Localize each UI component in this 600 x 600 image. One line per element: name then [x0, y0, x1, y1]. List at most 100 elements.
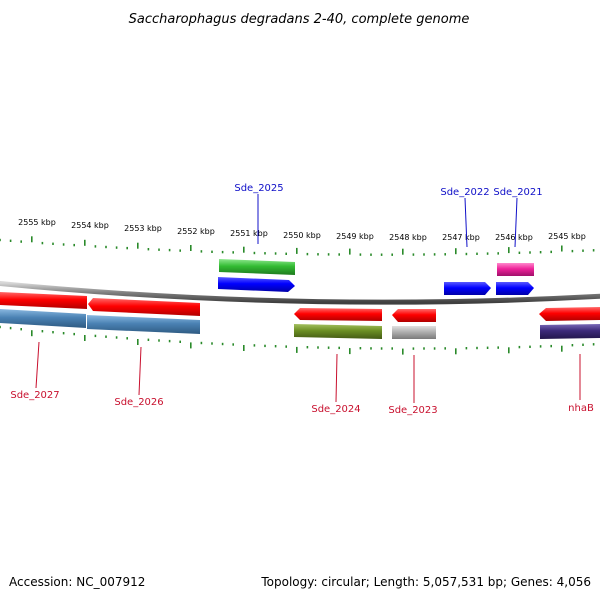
- minor-tick: [317, 253, 319, 256]
- minor-tick: [0, 325, 1, 329]
- minor-tick: [359, 253, 362, 256]
- minor-tick: [380, 347, 383, 350]
- minor-tick: [550, 250, 552, 254]
- gene-label[interactable]: Sde_2023: [388, 405, 437, 416]
- minor-tick: [179, 340, 181, 343]
- minor-tick: [285, 345, 287, 348]
- major-tick: [455, 248, 457, 255]
- feature-block-green[interactable]: [219, 259, 295, 275]
- minor-tick: [94, 334, 97, 338]
- feature-block-gray[interactable]: [392, 326, 436, 339]
- minor-tick: [62, 243, 65, 246]
- gene-Sde_2021[interactable]: [496, 282, 534, 295]
- major-tick: [84, 335, 86, 341]
- minor-tick: [158, 339, 160, 342]
- major-tick: [190, 342, 192, 349]
- minor-tick: [52, 242, 54, 245]
- minor-tick: [465, 347, 468, 350]
- minor-tick: [147, 248, 150, 251]
- minor-tick: [317, 346, 319, 349]
- minor-tick: [412, 253, 415, 256]
- minor-tick: [221, 342, 224, 346]
- minor-tick: [529, 251, 531, 254]
- major-tick: [296, 346, 298, 353]
- minor-tick: [486, 252, 489, 255]
- major-tick: [508, 347, 510, 354]
- minor-tick: [571, 249, 574, 253]
- scale-label: 2545 kbp: [548, 232, 586, 241]
- minor-tick: [41, 241, 44, 245]
- minor-tick: [274, 252, 277, 255]
- minor-tick: [338, 346, 340, 350]
- scale-label: 2548 kbp: [389, 233, 427, 242]
- gene-nhaB[interactable]: [539, 307, 600, 321]
- minor-tick: [105, 245, 107, 249]
- minor-tick: [444, 253, 446, 256]
- minor-tick: [497, 252, 499, 255]
- gene-label[interactable]: Sde_2021: [493, 187, 542, 198]
- leader-line: [464, 197, 468, 248]
- scale-label: 2549 kbp: [336, 232, 374, 241]
- gene-label[interactable]: Sde_2022: [440, 187, 489, 198]
- minor-tick: [179, 249, 181, 252]
- gene-label[interactable]: Sde_2025: [234, 183, 283, 194]
- gene-Sde_2023[interactable]: [392, 309, 436, 322]
- gene-Sde_2025[interactable]: [218, 277, 295, 292]
- minor-tick: [391, 253, 393, 256]
- gene-Sde_2022[interactable]: [444, 282, 491, 295]
- minor-tick: [571, 344, 574, 347]
- feature-block-pink[interactable]: [497, 263, 534, 276]
- minor-tick: [94, 245, 97, 248]
- scale-label: 2552 kbp: [177, 227, 215, 236]
- gene-label[interactable]: Sde_2026: [114, 397, 163, 408]
- major-tick: [243, 345, 245, 351]
- major-tick: [508, 247, 510, 254]
- major-tick: [137, 242, 139, 249]
- minor-tick: [232, 343, 234, 346]
- minor-tick: [391, 347, 393, 350]
- minor-tick: [115, 246, 118, 249]
- minor-tick: [200, 341, 203, 345]
- minor-tick: [550, 344, 552, 348]
- minor-tick: [518, 345, 521, 349]
- feature-block-steelblue[interactable]: [87, 315, 200, 334]
- minor-tick: [158, 248, 160, 251]
- minor-tick: [370, 253, 372, 256]
- leader-line: [335, 353, 338, 403]
- outer-scale-ticks: [0, 236, 595, 256]
- minor-tick: [253, 251, 256, 255]
- major-tick: [84, 239, 86, 246]
- minor-tick: [412, 347, 415, 350]
- minor-tick: [539, 251, 542, 254]
- minor-tick: [476, 346, 478, 350]
- gene-label[interactable]: Sde_2027: [10, 390, 59, 401]
- major-tick: [190, 245, 192, 251]
- minor-tick: [359, 347, 362, 350]
- genome-info-text: Topology: circular; Length: 5,057,531 bp…: [260, 575, 591, 589]
- minor-tick: [168, 248, 171, 252]
- minor-tick: [433, 347, 436, 350]
- gene-Sde_2024[interactable]: [294, 308, 382, 321]
- major-tick: [296, 247, 298, 254]
- feature-block-purple[interactable]: [540, 324, 600, 339]
- minor-tick: [592, 343, 595, 346]
- feature-block-steelblue[interactable]: [0, 309, 86, 328]
- major-tick: [349, 348, 351, 355]
- scale-label: 2550 kbp: [283, 231, 321, 240]
- minor-tick: [211, 342, 213, 345]
- gene-label[interactable]: nhaB: [568, 403, 594, 414]
- inner-scale-ticks: [0, 325, 595, 355]
- minor-tick: [62, 332, 65, 335]
- minor-tick: [20, 328, 22, 331]
- minor-tick: [221, 250, 224, 254]
- feature-block-olive[interactable]: [294, 324, 382, 339]
- minor-tick: [168, 339, 171, 343]
- scale-labels: 2555 kbp 2554 kbp 2553 kbp 2552 kbp 2551…: [18, 218, 586, 242]
- gene-Sde_2026[interactable]: [88, 298, 200, 316]
- scale-label: 2554 kbp: [71, 221, 109, 230]
- minor-tick: [126, 337, 128, 340]
- scale-label: 2547 kbp: [442, 233, 480, 242]
- gene-Sde_2027[interactable]: [0, 292, 87, 309]
- gene-label[interactable]: Sde_2024: [311, 404, 360, 415]
